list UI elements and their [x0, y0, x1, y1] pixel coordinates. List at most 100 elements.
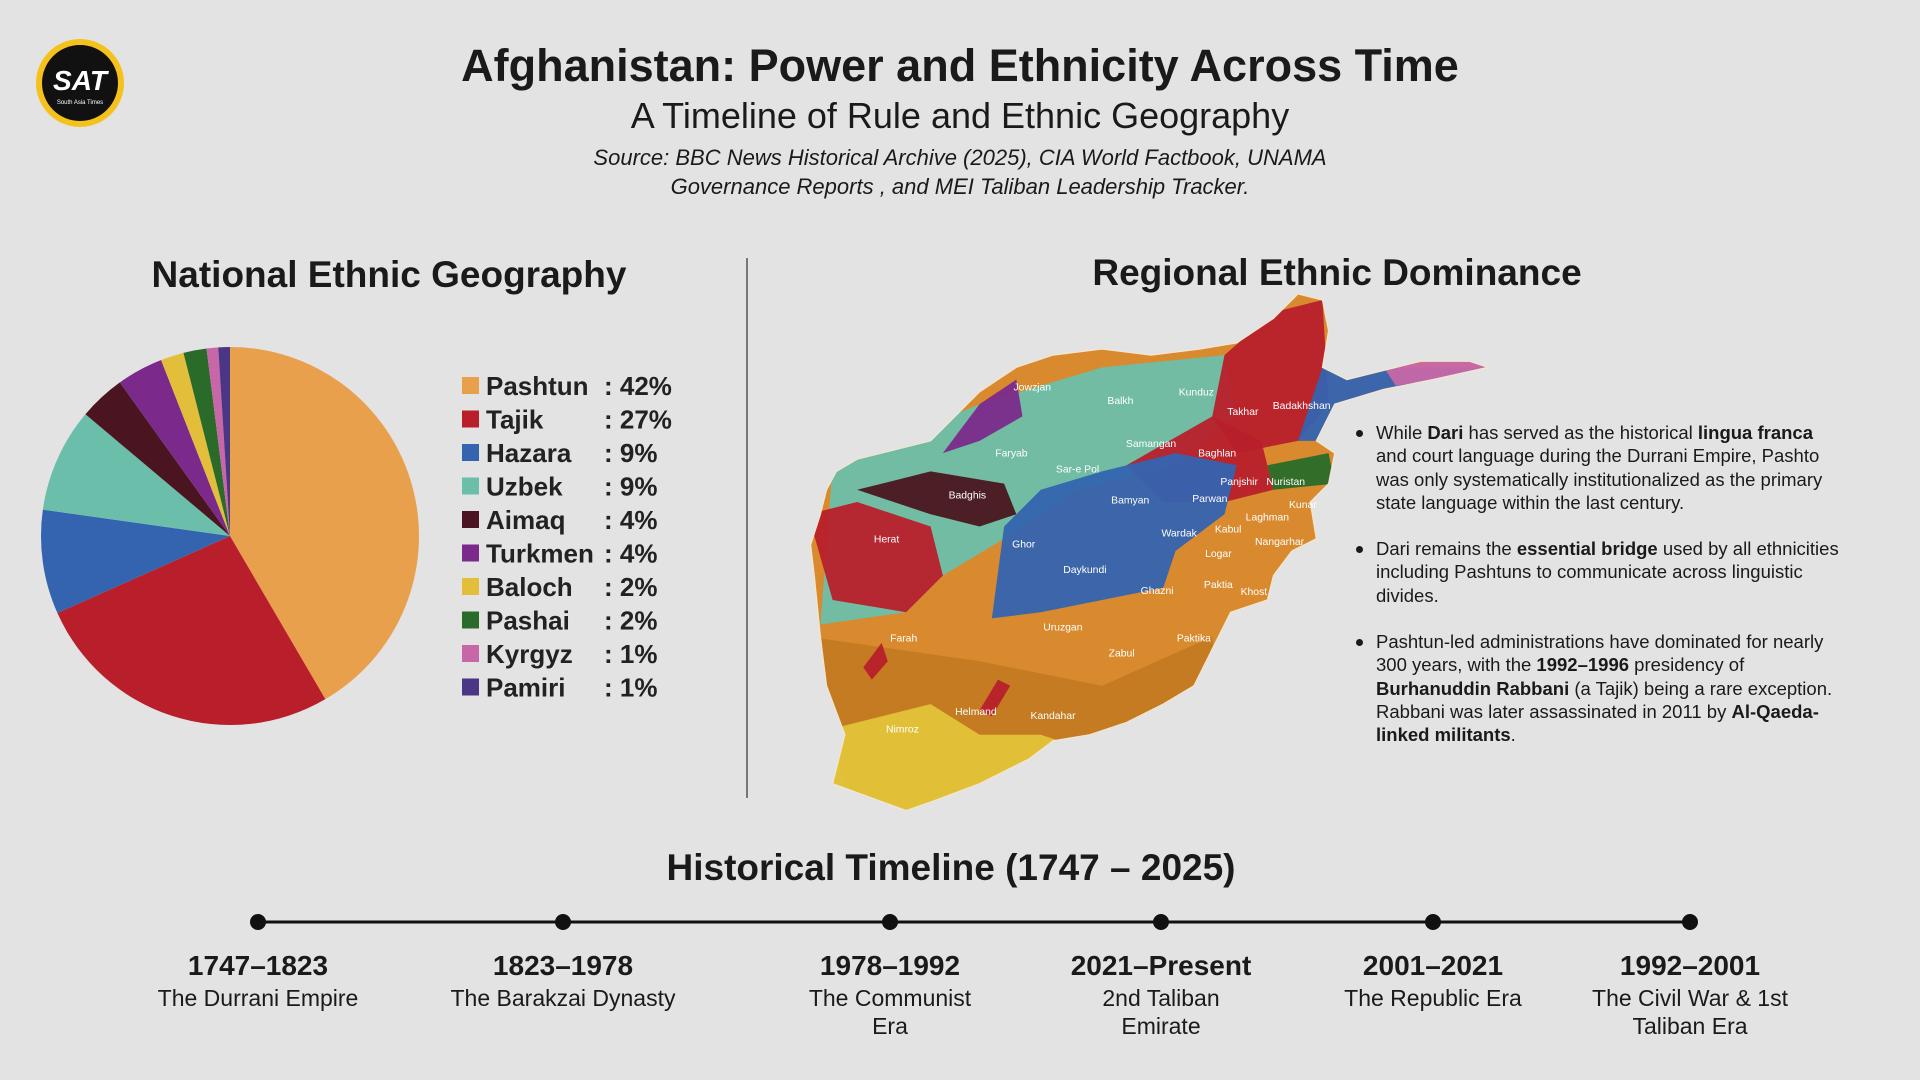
- event-label: The Durrani Empire: [157, 985, 359, 1011]
- region-label: Daykundi: [1063, 565, 1106, 576]
- region-label: Nuristan: [1266, 477, 1305, 488]
- region-label: Takhar: [1227, 407, 1259, 418]
- note-emphasis: lingua franca: [1697, 422, 1813, 443]
- legend-label: Pashtun: [486, 371, 589, 401]
- legend-swatch: [462, 410, 479, 428]
- note-text: and court language during the Durrani Em…: [1376, 445, 1823, 513]
- legend-value: : 27%: [604, 405, 672, 435]
- note: While Dari has served as the historical …: [1356, 421, 1846, 514]
- title: Afghanistan: Power and Ethnicity Across …: [461, 40, 1459, 91]
- region-label: Uruzgan: [1043, 623, 1082, 634]
- legend-swatch: [462, 477, 479, 495]
- pie-slice: [206, 347, 230, 536]
- legend: Pashtun: 42% Tajik: 27% Hazara: 9% Uzbek: 9…: [462, 371, 672, 703]
- timeline: [250, 914, 1698, 930]
- region-label: Wardak: [1161, 528, 1197, 539]
- timeline-title: Historical Timeline (1747 – 2025): [666, 847, 1236, 888]
- pie-slice: [40, 509, 230, 614]
- ethnic-zone: [1212, 300, 1329, 454]
- region-label: Nimroz: [886, 724, 919, 735]
- region-label: Paktika: [1177, 634, 1211, 645]
- legend-swatch: [462, 678, 479, 696]
- logo-name: South Asia Times: [57, 100, 103, 106]
- region-label: Kunduz: [1179, 388, 1214, 399]
- legend-swatch: [462, 578, 479, 595]
- note-text: .: [1510, 724, 1516, 746]
- legend-label: Pamiri: [486, 673, 566, 703]
- region-label: Ghazni: [1141, 586, 1174, 597]
- note-emphasis: Al-Qaeda-linked militants: [1376, 700, 1819, 746]
- region-label: Faryab: [995, 449, 1028, 460]
- region-label: Laghman: [1246, 512, 1290, 523]
- legend-swatch: [462, 444, 479, 461]
- legend-swatch: [462, 544, 479, 562]
- note-emphasis: Dari: [1427, 422, 1464, 443]
- legend-label: Aimaq: [486, 505, 565, 535]
- pie-slice: [161, 352, 230, 536]
- legend-value: : 1%: [604, 673, 657, 703]
- notes: While Dari has served as the historical …: [1356, 421, 1846, 770]
- legend-swatch: [462, 645, 479, 662]
- ethnic-zone: [942, 379, 1023, 454]
- region-label: Badghis: [949, 490, 987, 501]
- region-label: Bamyan: [1111, 495, 1149, 506]
- timeline-dot: [1682, 914, 1698, 930]
- legend-label: Tajik: [486, 405, 544, 435]
- pie-chart: [40, 347, 419, 725]
- note-text: While: [1376, 422, 1428, 443]
- note-text: Pashtun-led administrations have dominat…: [1376, 631, 1824, 676]
- ethnic-zone: [1383, 357, 1488, 386]
- region-label: Kunar: [1289, 500, 1317, 511]
- legend-value: : 9%: [604, 472, 657, 502]
- logo-disc: [42, 45, 118, 121]
- region-label: Kandahar: [1031, 711, 1077, 722]
- map-title: Regional Ethnic Dominance: [1092, 252, 1582, 293]
- legend-swatch: [462, 611, 479, 629]
- timeline-dot: [1153, 914, 1169, 930]
- note-text: presidency of: [1629, 654, 1745, 676]
- region-label: Herat: [874, 534, 900, 545]
- note-text: has served as the historical: [1463, 422, 1698, 443]
- event-period: 1823–1978: [492, 950, 634, 981]
- event-label: The Barakzai Dynasty: [450, 985, 676, 1011]
- region-label: Balkh: [1107, 396, 1133, 407]
- region-label: Jowzjan: [1013, 383, 1051, 394]
- pie-slice: [42, 414, 231, 536]
- source: Governance Reports , and MEI Taliban Lea…: [670, 174, 1250, 199]
- timeline-dot: [555, 914, 571, 930]
- note-text: (a Tajik) being a rare exception. Rabban…: [1376, 677, 1833, 722]
- ethnic-zones: [810, 300, 1488, 811]
- legend-swatch: [462, 377, 479, 394]
- ethnic-zone: [1267, 453, 1335, 490]
- event-period: 1747–1823: [187, 950, 329, 981]
- event-label: The Civil War & 1st Taliban Era: [1592, 985, 1788, 1039]
- legend-label: Hazara: [486, 438, 572, 468]
- region-label: Helmand: [955, 707, 997, 718]
- pie-slice: [230, 347, 419, 700]
- ethnic-zone: [979, 679, 1011, 717]
- ethnic-zone: [991, 453, 1237, 619]
- timeline-dot: [882, 914, 898, 930]
- note: Pashtun-led administrations have dominat…: [1356, 630, 1846, 746]
- note-emphasis: essential bridge: [1516, 538, 1658, 560]
- region-label: Badakhshan: [1273, 401, 1331, 412]
- region-label: Khost: [1241, 587, 1268, 598]
- pie-slice: [119, 360, 230, 536]
- country-border: [809, 293, 1491, 812]
- ethnic-zone: [810, 502, 943, 613]
- subtitle: A Timeline of Rule and Ethnic Geography: [630, 95, 1290, 136]
- legend-label: Pashai: [486, 606, 570, 636]
- legend-label: Uzbek: [486, 472, 563, 502]
- source: Source: BBC News Historical Archive (202…: [593, 145, 1327, 170]
- pie-slice: [57, 536, 326, 725]
- legend-value: : 9%: [604, 438, 657, 468]
- region-label: Baghlan: [1198, 449, 1236, 460]
- note: Dari remains the essential bridge used b…: [1356, 537, 1846, 607]
- timeline-dot: [250, 914, 266, 930]
- ethnic-zone: [1297, 367, 1488, 441]
- legend-value: : 2%: [604, 606, 657, 636]
- legend-value: : 4%: [604, 539, 657, 569]
- event-label: 2nd Taliban Emirate: [1102, 985, 1220, 1039]
